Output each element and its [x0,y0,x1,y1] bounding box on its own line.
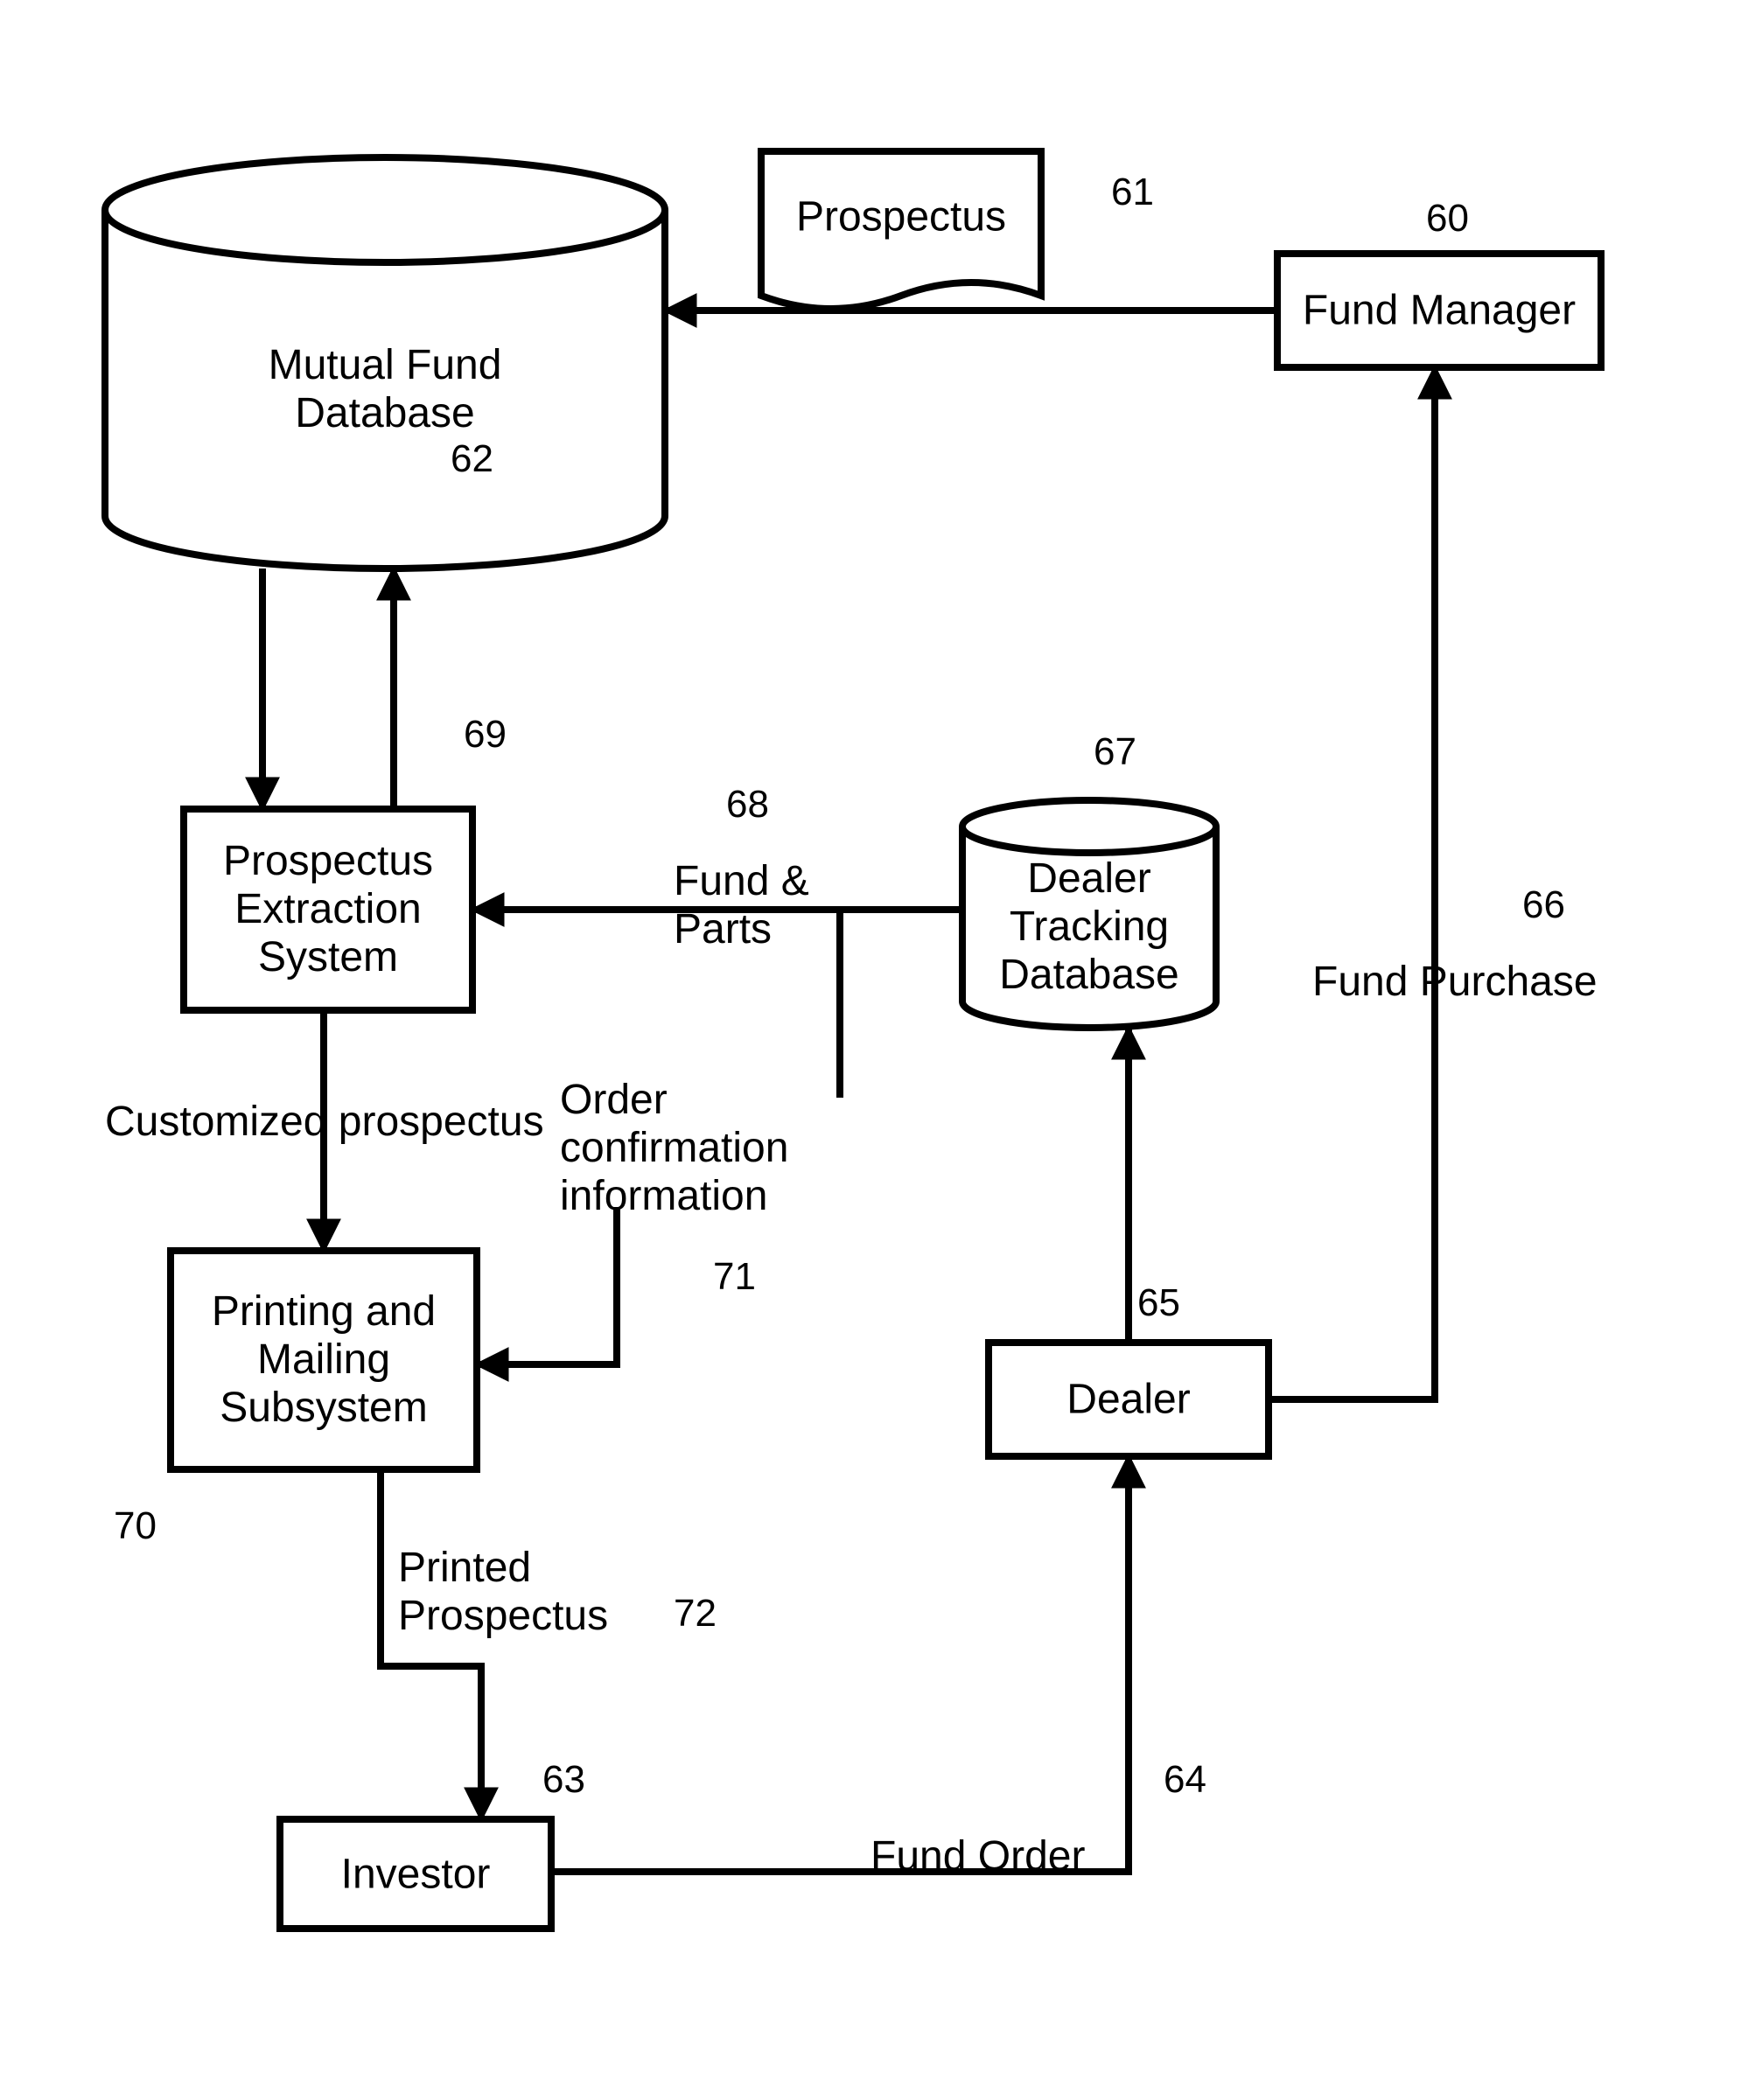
node-label-investor: Investor [341,1850,491,1898]
edge-label-extraction_to_printing: Customized prospectus [105,1098,544,1146]
edge-label-printing_to_investor: Printed Prospectus [398,1544,608,1640]
ref-label-66: 66 [1522,883,1565,928]
ref-label-71: 71 [713,1255,756,1300]
ref-label-64: 64 [1164,1758,1206,1803]
node-label-prospectus_doc: Prospectus [796,192,1006,241]
edge-label-tracking_to_extraction: Fund & Parts [674,857,809,953]
node-label-fund_manager: Fund Manager [1303,286,1576,334]
ref-label-62: 62 [451,437,493,482]
diagram-canvas: Mutual Fund Database Prospectus Fund Manag… [0,0,1741,2100]
edge-label-investor_to_dealer: Fund Order [870,1832,1085,1880]
edge-label-order_confirmation: Order confirmation information [560,1076,788,1221]
ref-label-63: 63 [542,1758,585,1803]
node-label-dealer_tracking_db: Dealer Tracking Database [999,855,1178,1000]
ref-label-70: 70 [114,1504,157,1549]
edge-label-dealer_to_fund_manager: Fund Purchase [1312,958,1598,1006]
ref-label-61: 61 [1111,171,1154,215]
node-label-prospectus_extraction: Prospectus Extraction System [223,837,433,982]
node-label-mutual_fund_db: Mutual Fund Database [269,341,502,437]
ref-label-68: 68 [726,783,769,827]
ref-label-67: 67 [1094,730,1136,775]
node-label-printing_mailing: Printing and Mailing Subsystem [212,1287,436,1433]
node-label-dealer: Dealer [1066,1375,1190,1423]
ref-label-60: 60 [1426,197,1469,241]
ref-label-65: 65 [1137,1281,1180,1326]
ref-label-69: 69 [464,713,507,757]
ref-label-72: 72 [674,1592,717,1636]
